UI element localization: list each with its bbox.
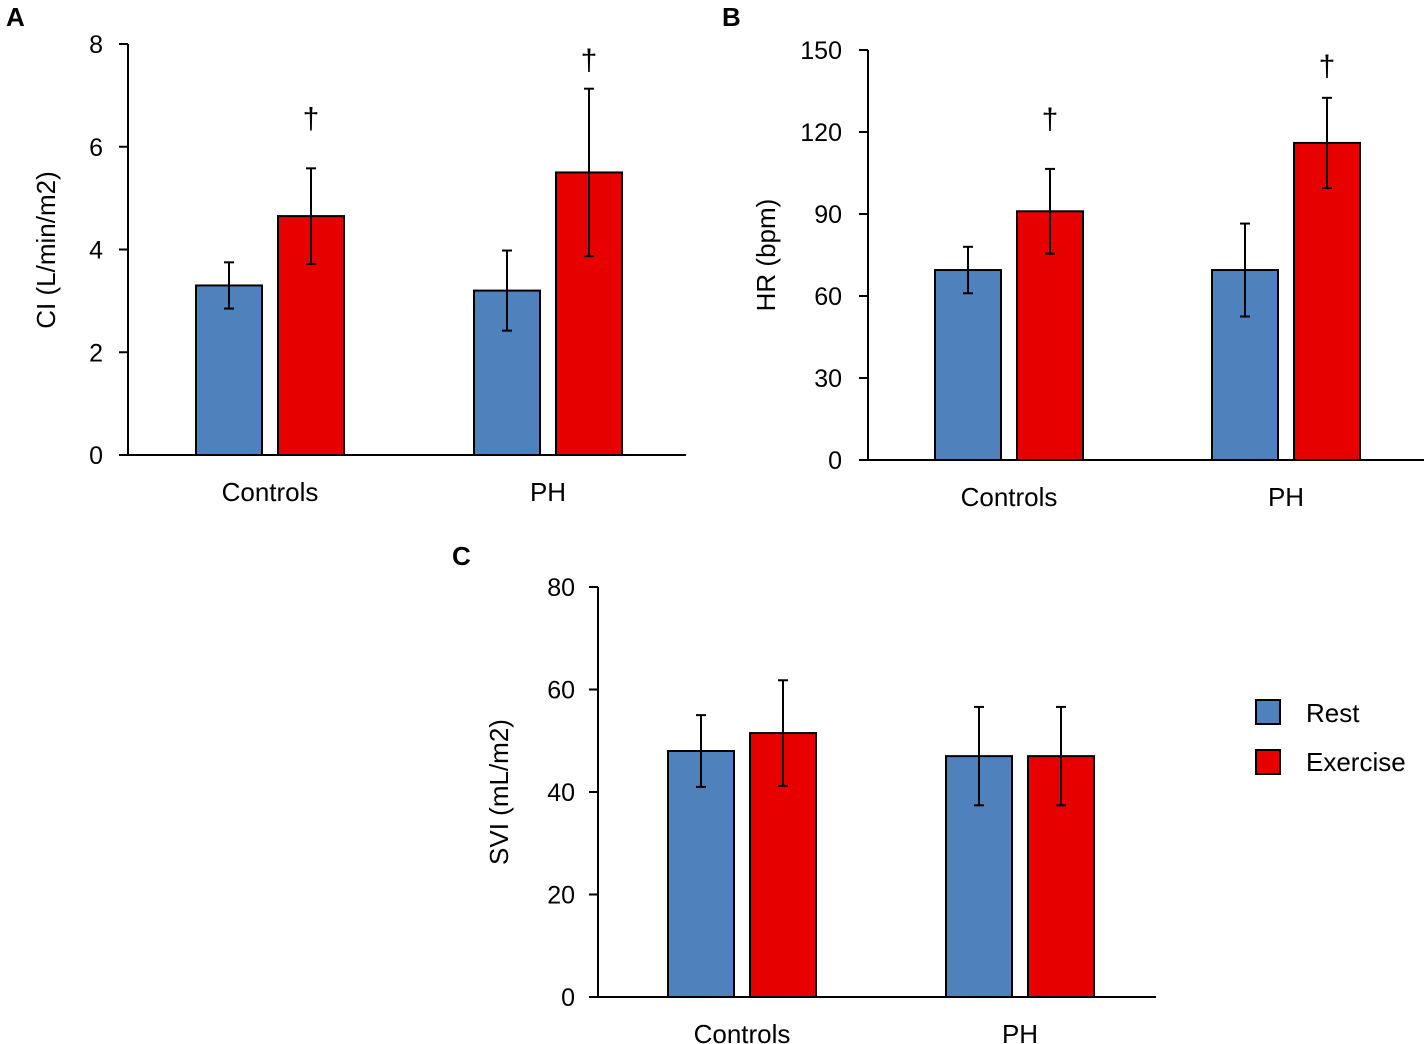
significance-mark: † xyxy=(1042,103,1059,136)
bar-exercise-ph xyxy=(555,171,623,456)
category-label: Controls xyxy=(694,1019,791,1044)
y-tick-label: 4 xyxy=(89,237,103,265)
bar-exercise-controls xyxy=(277,215,345,456)
y-tick-label: 30 xyxy=(814,365,842,393)
y-tick-label: 120 xyxy=(800,119,842,147)
y-axis-title: HR (bpm) xyxy=(751,199,781,312)
y-tick-label: 2 xyxy=(89,339,103,367)
legend-swatch-rest xyxy=(1255,699,1281,725)
legend-label-exercise: Exercise xyxy=(1306,747,1406,777)
chart-panels: A 0 2 4 6 8 CI (L/min/m2) Controls PH † † B 0 30 60 90 1… xyxy=(6,2,1424,1044)
bar-exercise-ph xyxy=(1293,141,1361,462)
y-tick-label: 0 xyxy=(828,447,842,475)
y-tick-label: 0 xyxy=(89,442,103,470)
bar-rest-controls xyxy=(667,750,735,998)
y-axis-title: SVI (mL/m2) xyxy=(484,719,514,865)
significance-mark: † xyxy=(1319,50,1336,83)
y-tick-label: 6 xyxy=(89,134,103,162)
panel-label: B xyxy=(722,2,741,32)
y-tick-label: 40 xyxy=(547,779,575,807)
y-tick-label: 90 xyxy=(814,201,842,229)
significance-mark: † xyxy=(303,102,320,135)
legend-swatch-exercise xyxy=(1255,749,1281,775)
y-axis-title: CI (L/min/m2) xyxy=(31,171,61,328)
y-tick-label: 8 xyxy=(89,31,103,59)
legend-label-rest: Rest xyxy=(1306,698,1360,728)
y-tick-label: 60 xyxy=(547,677,575,705)
panel-label: A xyxy=(6,2,25,32)
category-label: PH xyxy=(1002,1019,1038,1044)
y-tick-label: 0 xyxy=(561,984,575,1012)
category-label: Controls xyxy=(222,477,319,507)
chart-panel-b: B 0 30 60 90 120 150 HR (bpm) Controls PH † † xyxy=(722,2,1424,512)
legend: Rest Exercise xyxy=(1255,698,1406,777)
chart-panel-a: A 0 2 4 6 8 CI (L/min/m2) Controls PH † † xyxy=(6,2,686,507)
y-tick-label: 60 xyxy=(814,283,842,311)
y-tick-label: 150 xyxy=(800,37,842,65)
significance-mark: † xyxy=(581,44,598,77)
category-label: Controls xyxy=(961,482,1058,512)
bar-rest-controls xyxy=(195,284,263,456)
category-label: PH xyxy=(530,477,566,507)
category-label: PH xyxy=(1268,482,1304,512)
y-tick-label: 20 xyxy=(547,882,575,910)
panel-label: C xyxy=(452,541,471,571)
y-tick-label: 80 xyxy=(547,574,575,602)
bar-rest-controls xyxy=(934,269,1002,461)
chart-panel-c: C 0 20 40 60 80 SVI (mL/m2) Controls PH xyxy=(452,541,1156,1044)
